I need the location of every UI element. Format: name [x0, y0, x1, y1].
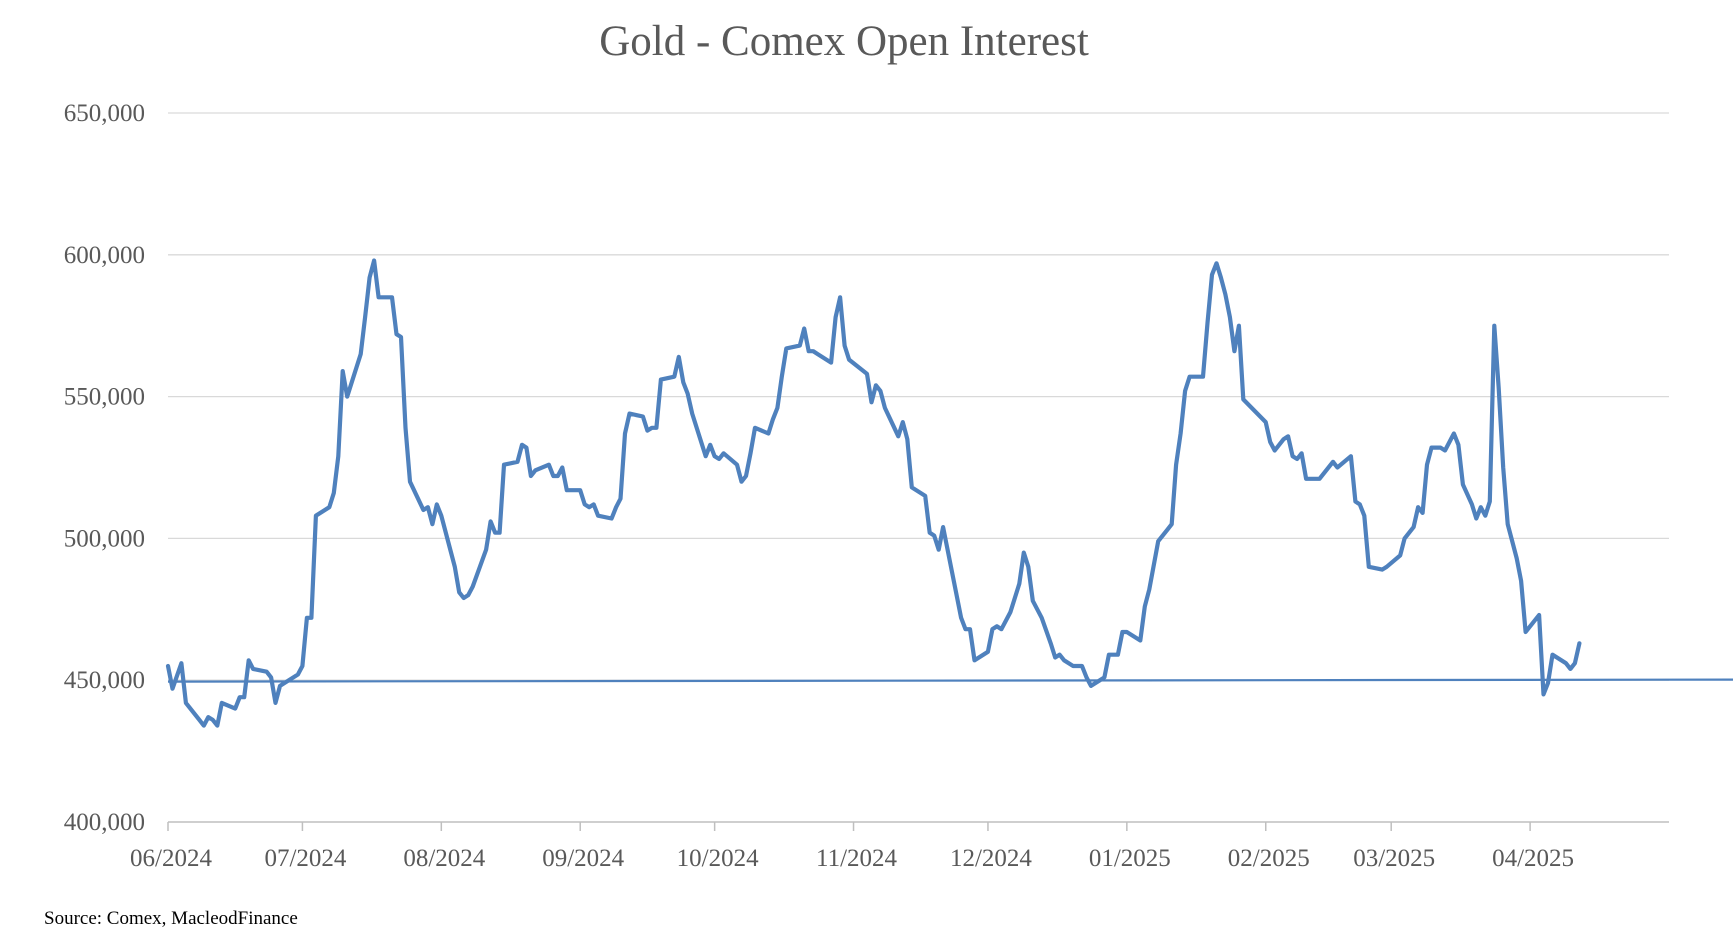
x-tick-label: 10/2024 [677, 845, 759, 872]
source-note: Source: Comex, MacleodFinance [44, 908, 298, 929]
reference-line [167, 678, 1734, 683]
x-tick-label: 06/2024 [130, 845, 212, 872]
y-tick-label: 600,000 [64, 242, 145, 269]
chart-title: Gold - Comex Open Interest [599, 18, 1089, 65]
series-line-open-interest [165, 258, 1582, 728]
gridlines [168, 112, 1669, 681]
x-tick-label: 03/2025 [1353, 845, 1435, 872]
x-tick-label: 02/2025 [1228, 845, 1310, 872]
x-tick-label: 04/2025 [1492, 845, 1574, 872]
x-tick-label: 08/2024 [403, 845, 485, 872]
x-tick-label: 11/2024 [816, 845, 898, 872]
y-tick-label: 550,000 [64, 384, 145, 411]
series-layer [165, 258, 1734, 728]
y-tick-label: 650,000 [64, 100, 145, 127]
x-axis-tick-labels: 06/2024 07/2024 08/2024 09/2024 10/2024 11/20… [130, 845, 1574, 872]
y-axis-tick-labels: 400,000 450,000 500,000 550,000 600,000 650,0… [64, 100, 145, 836]
x-axis-tick-marks [167, 822, 1531, 831]
x-tick-label: 01/2025 [1089, 845, 1171, 872]
y-tick-label: 450,000 [64, 667, 145, 694]
x-tick-label: 07/2024 [264, 845, 346, 872]
x-tick-label: 12/2024 [950, 845, 1032, 872]
y-tick-label: 500,000 [64, 525, 145, 552]
y-tick-label: 400,000 [64, 809, 145, 836]
x-tick-label: 09/2024 [542, 845, 624, 872]
